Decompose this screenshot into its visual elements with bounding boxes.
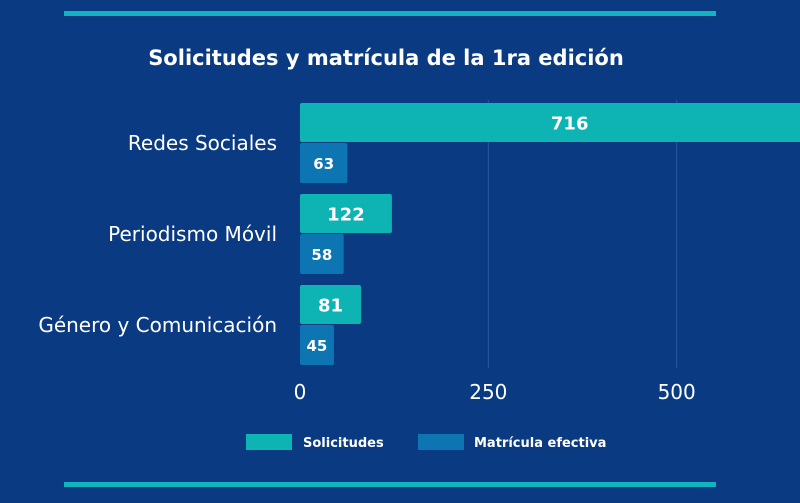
gridlines xyxy=(487,100,678,368)
bar-matr-cula-efectiva xyxy=(300,234,344,274)
bar-solicitudes xyxy=(300,285,362,324)
legend-swatch xyxy=(418,434,464,450)
data-label: 122 xyxy=(327,205,365,226)
bar-matr-cula-efectiva xyxy=(300,143,348,183)
data-label: 81 xyxy=(318,296,343,317)
bar-matr-cula-efectiva xyxy=(300,325,334,365)
bar-solicitudes xyxy=(300,194,392,233)
x-tick-label: 500 xyxy=(658,380,696,404)
x-tick-labels: 0250500750 xyxy=(294,380,696,404)
legend-label: Matrícula efectiva xyxy=(474,436,606,451)
data-label: 63 xyxy=(313,155,334,173)
legend-label: Solicitudes xyxy=(303,436,384,451)
data-label: 58 xyxy=(311,246,332,264)
top-divider xyxy=(64,11,716,16)
data-label: 716 xyxy=(551,114,589,135)
data-label: 45 xyxy=(307,337,328,355)
legend-swatch xyxy=(246,434,292,450)
chart-title: Solicitudes y matrícula de la 1ra edició… xyxy=(148,46,624,70)
legend: Solicitudes Matrícula efectiva xyxy=(246,434,606,451)
x-tick-label: 0 xyxy=(294,380,307,404)
category-label: Género y Comunicación xyxy=(38,313,277,337)
bar-solicitudes xyxy=(300,103,800,142)
category-label: Redes Sociales xyxy=(128,131,277,155)
category-label: Periodismo Móvil xyxy=(108,222,277,246)
bars: 716 63 122 58 81 45 xyxy=(300,103,800,365)
x-tick-label: 250 xyxy=(469,380,507,404)
bottom-divider xyxy=(64,482,716,487)
category-labels: Redes Sociales Periodismo Móvil Género y C… xyxy=(38,131,277,337)
